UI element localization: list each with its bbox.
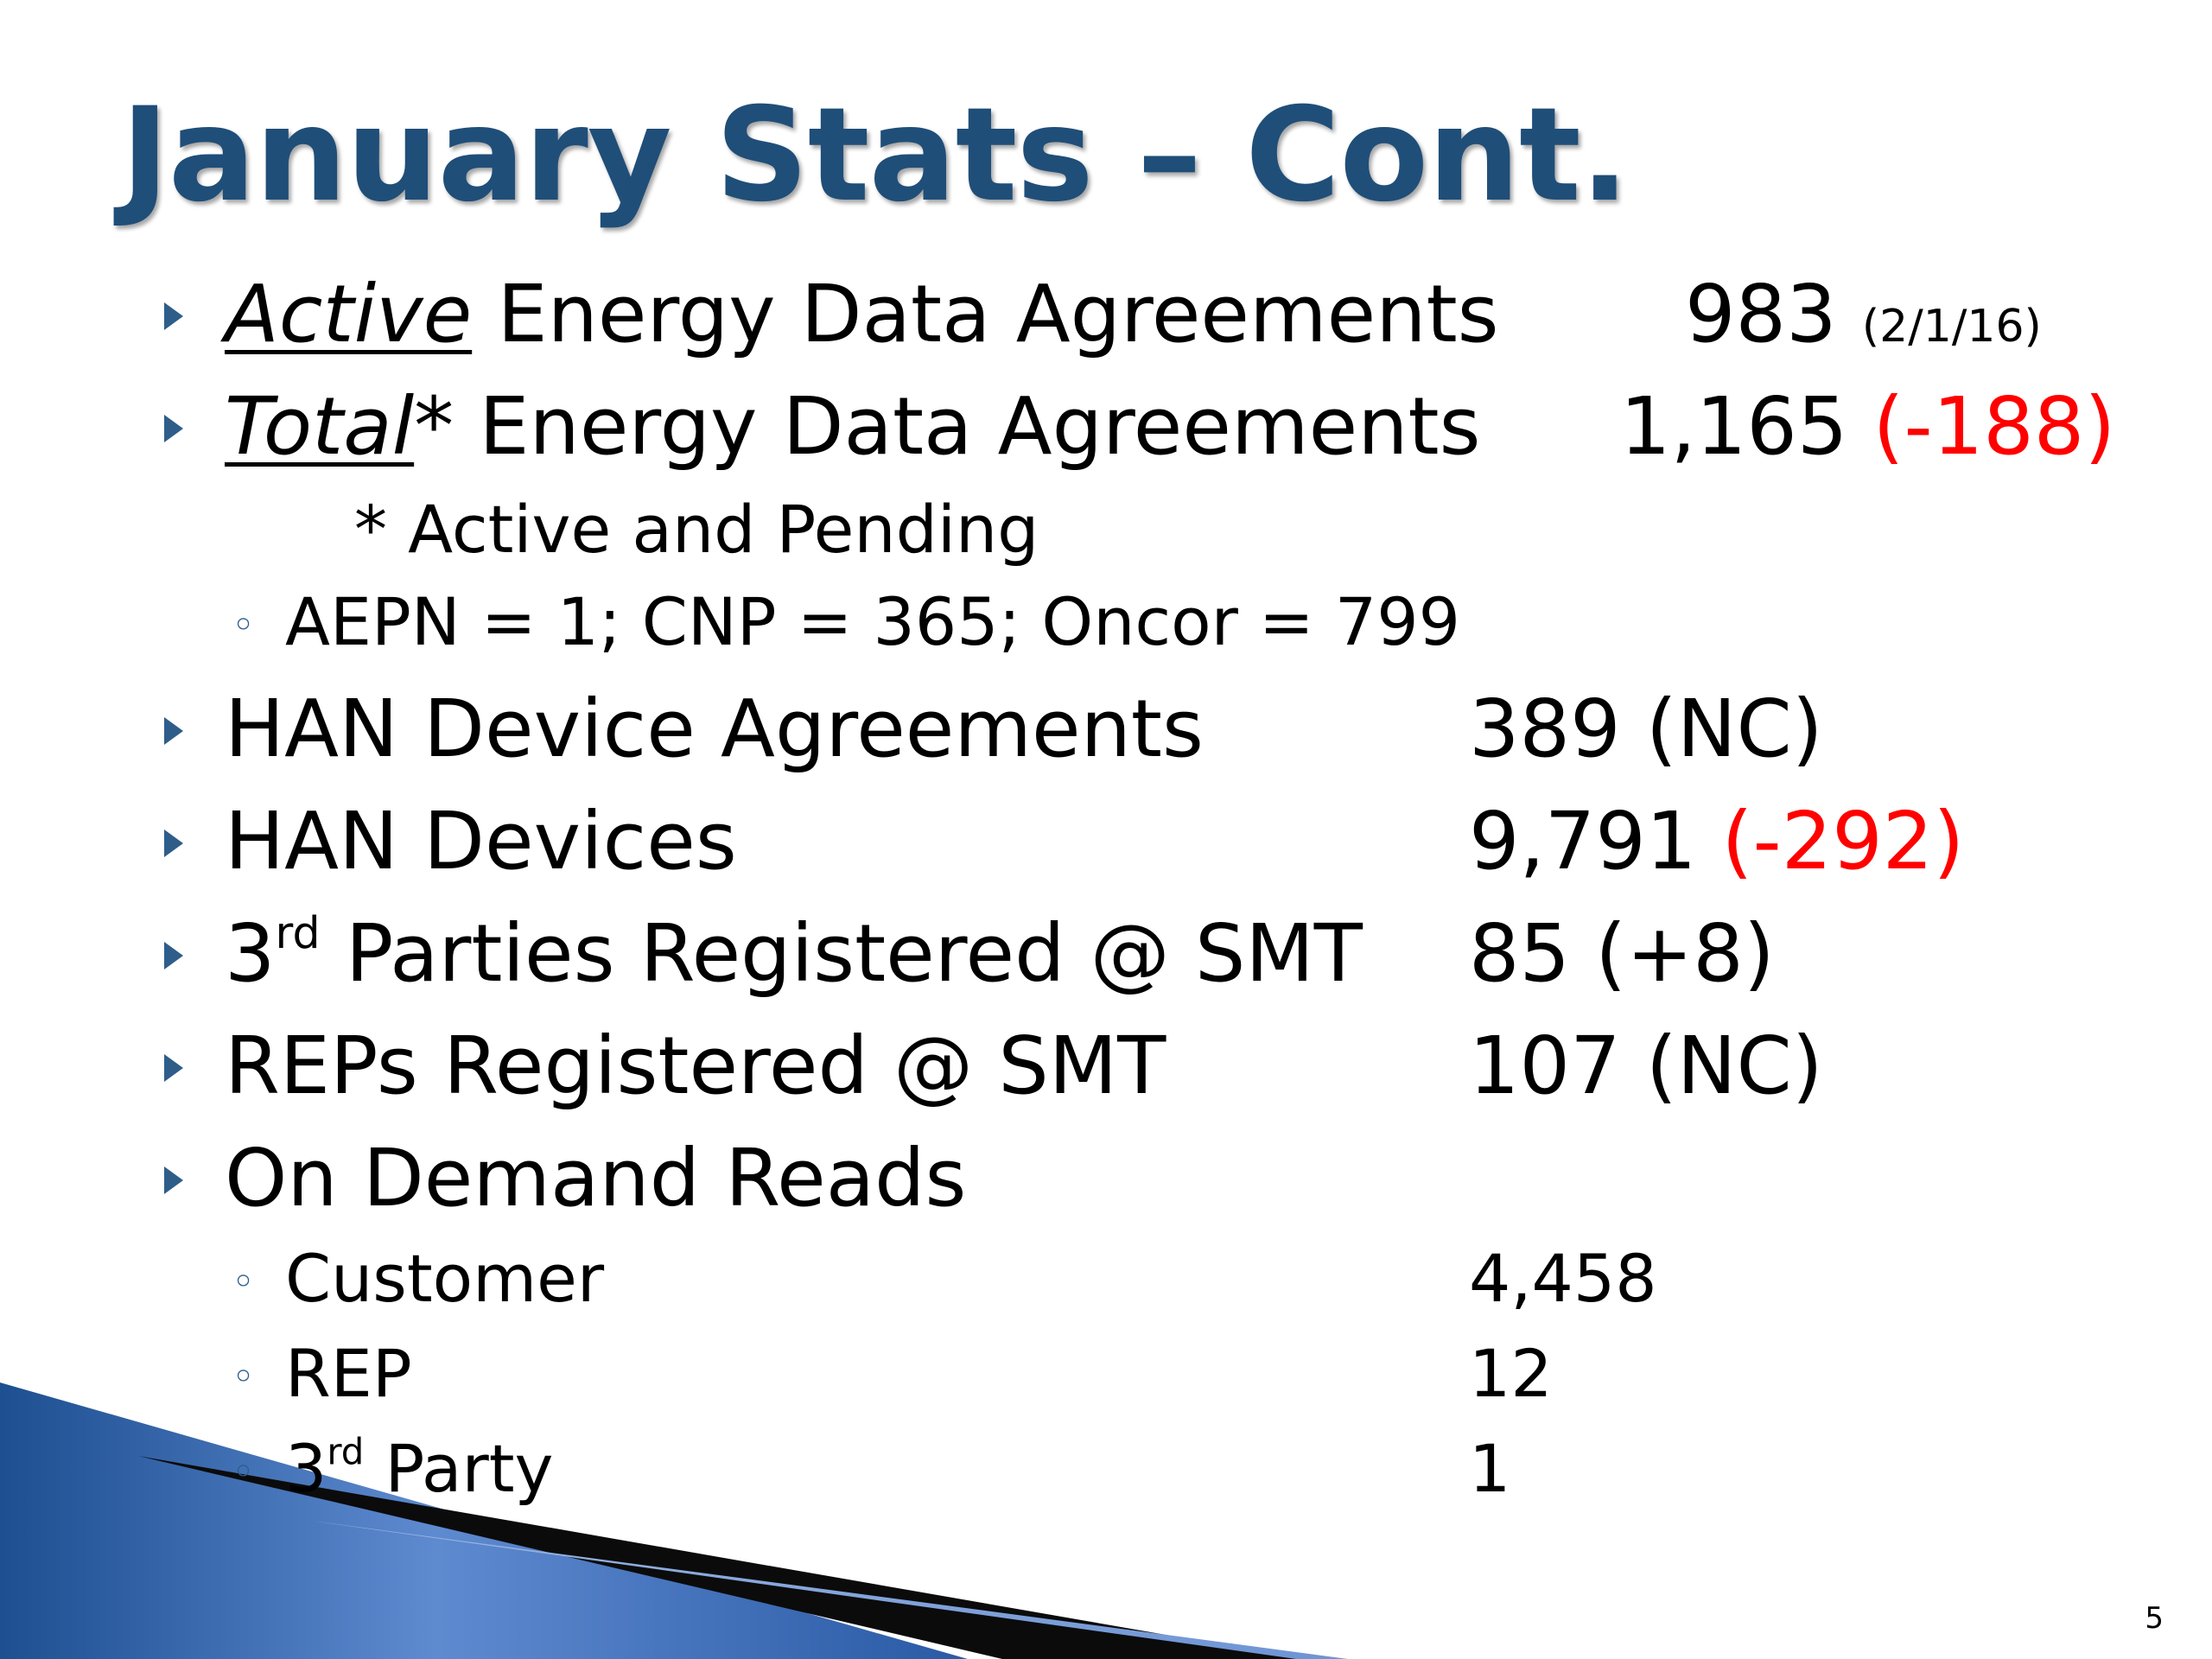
- active-date-note: (2/1/16): [1861, 301, 2042, 353]
- active-emphasis: Active: [225, 268, 473, 360]
- reps-registered-value: 107 (NC): [1469, 1020, 1823, 1112]
- total-agreements-label: Total* Energy Data Agreements: [225, 387, 1481, 467]
- total-value: 1,165: [1620, 380, 1848, 473]
- utility-breakdown: AEPN = 1; CNP = 365; Oncor = 799: [285, 583, 1460, 660]
- triangle-bullet-icon: [164, 1054, 183, 1082]
- total-emphasis: Total: [225, 380, 415, 473]
- third-party-reads-value: 1: [1469, 1430, 1511, 1507]
- triangle-bullet-icon: [164, 942, 183, 969]
- third-party-sup: rd: [327, 1430, 365, 1473]
- circle-bullet-icon: ◦: [232, 1258, 256, 1305]
- circle-bullet-icon: ◦: [232, 601, 256, 648]
- han-devices-number: 9,791: [1469, 795, 1697, 887]
- third-party-reads-label: 3rd Party: [285, 1433, 554, 1502]
- active-agreements-label: Active Energy Data Agreements: [225, 275, 1499, 354]
- third-parties-num: 3: [225, 907, 276, 1000]
- han-devices-change: (-292): [1721, 795, 1965, 887]
- total-agreements-value: 1,165 (-188): [1620, 387, 2115, 467]
- total-label-text: * Energy Data Agreements: [414, 380, 1481, 473]
- triangle-bullet-icon: [164, 1166, 183, 1194]
- total-change: (-188): [1872, 380, 2116, 473]
- rep-reads-label: REP: [285, 1335, 412, 1412]
- han-device-agreements-value: 389 (NC): [1469, 683, 1823, 775]
- slide-title: January Stats – Cont.: [121, 80, 1630, 231]
- circle-bullet-icon: ◦: [232, 1353, 256, 1400]
- triangle-bullet-icon: [164, 830, 183, 857]
- triangle-bullet-icon: [164, 415, 183, 442]
- triangle-bullet-icon: [164, 302, 183, 330]
- rep-reads-value: 12: [1469, 1335, 1553, 1412]
- footnote-active-pending: * Active and Pending: [354, 491, 1039, 568]
- customer-reads-value: 4,458: [1469, 1240, 1657, 1317]
- active-label-text: Energy Data Agreements: [472, 268, 1499, 360]
- han-devices-value: 9,791 (-292): [1469, 802, 1964, 881]
- on-demand-reads-label: On Demand Reads: [225, 1132, 967, 1224]
- customer-reads-label: Customer: [285, 1240, 605, 1317]
- circle-bullet-icon: ◦: [232, 1448, 256, 1495]
- page-number: 5: [2145, 1601, 2164, 1636]
- third-parties-label: 3rd Parties Registered @ SMT: [225, 911, 1363, 994]
- han-device-agreements-label: HAN Device Agreements: [225, 683, 1204, 775]
- active-agreements-value: 983 (2/1/16): [1685, 275, 2042, 354]
- triangle-bullet-icon: [164, 717, 183, 745]
- reps-registered-label: REPs Registered @ SMT: [225, 1020, 1166, 1112]
- active-value: 983: [1685, 268, 1837, 360]
- third-parties-sup: rd: [275, 907, 321, 959]
- third-parties-text: Parties Registered @ SMT: [320, 907, 1363, 1000]
- third-party-num: 3: [285, 1430, 327, 1507]
- third-parties-value: 85 (+8): [1469, 907, 1775, 1000]
- han-devices-label: HAN Devices: [225, 795, 737, 887]
- third-party-text: Party: [364, 1430, 554, 1507]
